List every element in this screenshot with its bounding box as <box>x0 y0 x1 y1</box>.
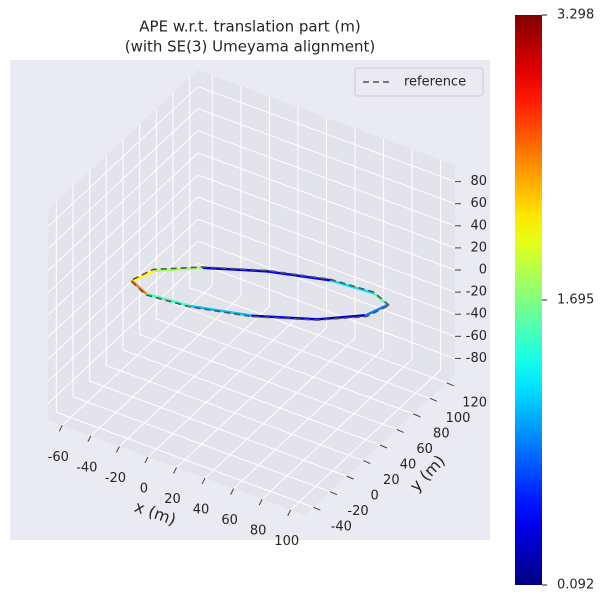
grid-line <box>47 108 199 250</box>
grid-line <box>89 380 347 477</box>
tick-mark <box>58 425 63 432</box>
grid-line <box>47 196 199 338</box>
trajectory-segment <box>130 269 156 283</box>
grid-line <box>72 396 331 493</box>
grid-line <box>197 196 456 293</box>
tick-mark <box>446 382 454 387</box>
legend-label: reference <box>404 75 466 90</box>
z-tick-label: -80 <box>466 351 487 366</box>
z-tick-label: 80 <box>470 174 487 189</box>
tick-mark <box>87 435 92 443</box>
colorbar-tick-label: 3.298 <box>557 8 594 23</box>
tick-mark <box>115 446 120 453</box>
grid-line <box>56 411 314 508</box>
colorbar <box>515 15 542 585</box>
grid-line <box>47 263 199 404</box>
tick-mark <box>363 460 371 465</box>
grid-line <box>47 218 199 360</box>
y-tick-label: -40 <box>331 520 352 535</box>
z-tick-label: 60 <box>470 196 487 211</box>
y-tick-label: -20 <box>347 504 368 519</box>
z-tick-label: 40 <box>470 218 487 233</box>
x-tick-label: 20 <box>164 492 181 507</box>
trajectory-segment <box>316 313 368 321</box>
trajectory-segment <box>190 304 254 317</box>
grid-line <box>189 287 447 384</box>
grid-line <box>197 262 456 359</box>
tick-mark <box>144 456 149 464</box>
x-tick-label: 0 <box>140 481 148 496</box>
trajectory-segment <box>200 266 269 273</box>
legend-box <box>354 67 484 97</box>
grid-line <box>197 86 456 183</box>
tick-mark <box>201 477 206 485</box>
trajectory-segment <box>145 292 193 308</box>
tick-mark <box>313 506 321 511</box>
grid-line <box>197 174 456 271</box>
y-tick-label: 80 <box>433 426 450 441</box>
grid-line <box>197 108 456 205</box>
grid-line <box>47 240 199 382</box>
grid-line <box>197 130 456 227</box>
x-tick-label: 100 <box>274 534 299 549</box>
grid-line <box>172 302 431 399</box>
y-tick-label: 100 <box>446 411 471 426</box>
x-tick-label: -20 <box>105 471 126 486</box>
colorbar-tick-label: 1.695 <box>557 293 594 308</box>
tick-mark <box>258 498 263 506</box>
grid-line <box>106 365 364 462</box>
trajectory-segment <box>266 270 331 282</box>
z-tick-label: 0 <box>479 263 487 278</box>
grid-line <box>122 349 381 446</box>
trajectory-segment <box>328 278 375 295</box>
x-tick-label: -40 <box>76 460 97 475</box>
z-tick-label: -20 <box>466 285 487 300</box>
z-tick-label: -40 <box>466 307 487 322</box>
colorbar-tick-label: 0.092 <box>557 578 594 593</box>
grid-line <box>47 152 199 294</box>
x-tick-label: 40 <box>193 503 210 518</box>
y-tick-label: 60 <box>416 442 433 457</box>
y-tick-label: 0 <box>371 489 379 504</box>
x-tick-label: 80 <box>250 524 267 539</box>
trajectory-segment <box>152 266 204 272</box>
tick-mark <box>396 428 404 433</box>
trajectory-segment <box>251 314 320 321</box>
y-tick-label: 20 <box>383 473 400 488</box>
tick-mark <box>173 467 177 474</box>
grid-line <box>47 130 199 272</box>
z-tick-label: -60 <box>466 329 487 344</box>
grid-line <box>197 240 456 337</box>
tick-mark <box>379 444 388 449</box>
tick-mark <box>413 413 421 418</box>
tick-mark <box>429 397 438 402</box>
grid-line <box>47 174 199 316</box>
z-tick-label: 20 <box>470 240 487 255</box>
x-tick-label: 60 <box>221 513 238 528</box>
grid-line <box>197 152 456 249</box>
tick-mark <box>346 475 354 480</box>
grid-line <box>47 86 199 227</box>
tick-mark <box>329 491 338 496</box>
y-tick-label: 120 <box>462 395 487 410</box>
grid-line <box>156 318 414 415</box>
chart-subtitle: (with SE(3) Umeyama alignment) <box>125 38 376 56</box>
tick-mark <box>230 488 235 495</box>
grid-line <box>139 333 397 430</box>
x-tick-label: -60 <box>48 450 69 465</box>
tick-mark <box>287 509 292 516</box>
y-tick-label: 40 <box>400 458 417 473</box>
trajectory-segment <box>364 303 389 317</box>
grid-line <box>197 218 456 315</box>
reference-line <box>129 266 390 321</box>
chart-title: APE w.r.t. translation part (m) <box>139 18 360 36</box>
